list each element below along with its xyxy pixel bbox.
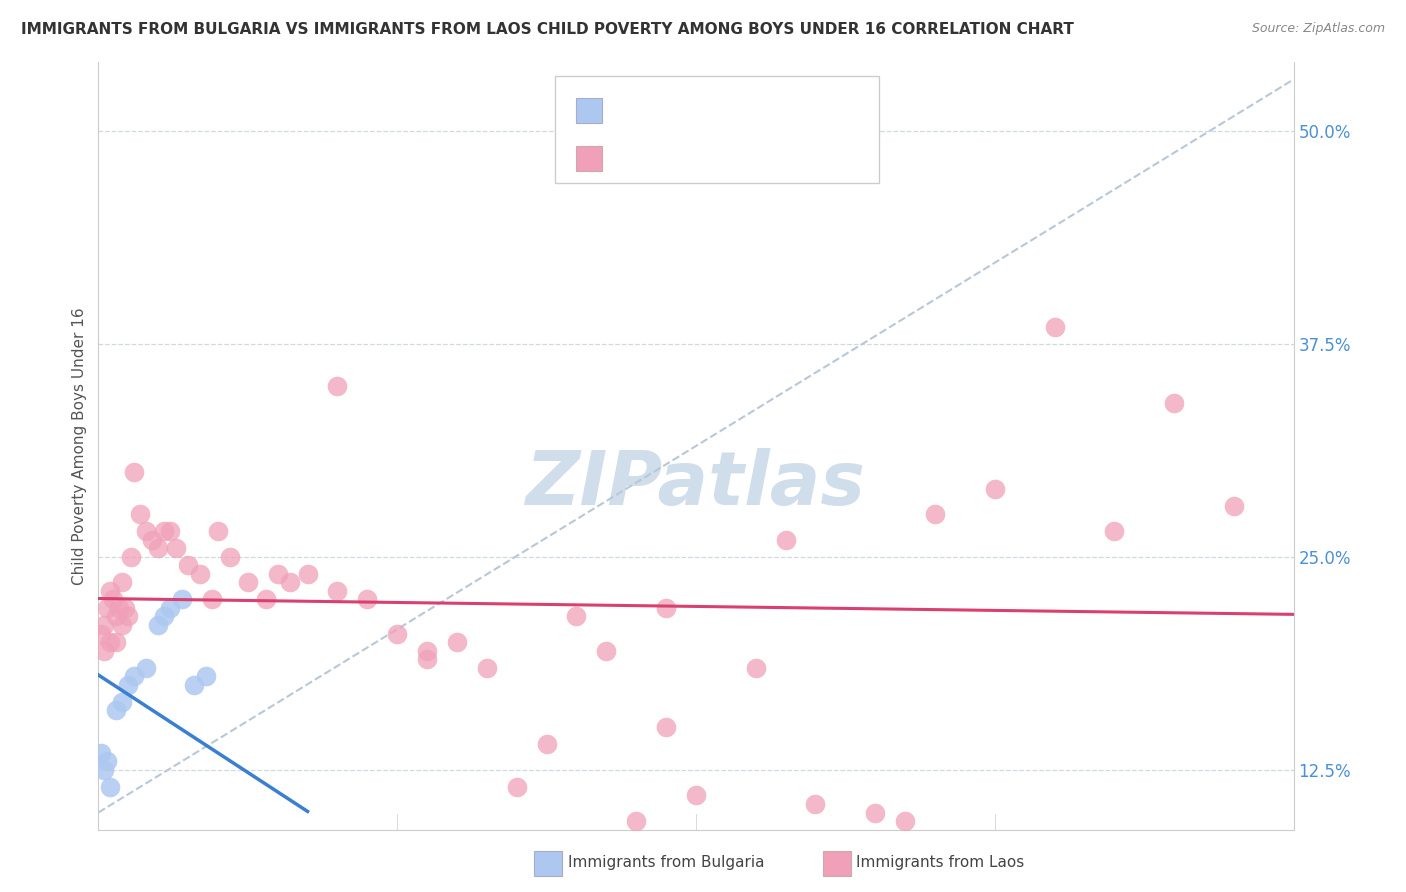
Point — [117, 609, 139, 624]
Point — [655, 720, 678, 734]
Point — [865, 805, 887, 820]
Point — [96, 601, 118, 615]
Point — [267, 566, 290, 581]
Point — [117, 678, 139, 692]
Point — [129, 507, 152, 521]
Y-axis label: Child Poverty Among Boys Under 16: Child Poverty Among Boys Under 16 — [72, 307, 87, 585]
Text: R =: R = — [613, 149, 644, 167]
Text: 18: 18 — [759, 101, 782, 119]
Point — [93, 618, 115, 632]
Point — [103, 592, 125, 607]
Point — [416, 652, 439, 666]
Text: Immigrants from Laos: Immigrants from Laos — [856, 855, 1025, 870]
Point — [148, 618, 170, 632]
Point — [188, 566, 211, 581]
Point — [416, 643, 439, 657]
Point — [745, 660, 768, 674]
Point — [114, 601, 136, 615]
Point — [804, 797, 827, 811]
Point — [267, 865, 290, 880]
Point — [141, 533, 163, 547]
Point — [124, 669, 146, 683]
Point — [201, 592, 224, 607]
Point — [98, 583, 122, 598]
Point — [894, 814, 917, 828]
Point — [111, 575, 134, 590]
Point — [1043, 319, 1066, 334]
Point — [536, 737, 558, 751]
Point — [924, 507, 946, 521]
Point — [153, 524, 176, 539]
Text: Immigrants from Bulgaria: Immigrants from Bulgaria — [568, 855, 765, 870]
Point — [207, 524, 229, 539]
Text: N =: N = — [714, 149, 745, 167]
Point — [385, 626, 409, 640]
Point — [183, 678, 205, 692]
Point — [98, 635, 122, 649]
Point — [98, 780, 122, 794]
Point — [105, 703, 128, 717]
Text: R =: R = — [613, 101, 644, 119]
Point — [565, 609, 588, 624]
Point — [159, 601, 181, 615]
Point — [326, 379, 349, 393]
Point — [159, 524, 181, 539]
Text: 60: 60 — [759, 149, 782, 167]
Point — [135, 660, 157, 674]
Text: 0.197: 0.197 — [658, 149, 710, 167]
Point — [111, 695, 134, 709]
Point — [108, 601, 131, 615]
Point — [172, 592, 194, 607]
Point — [93, 643, 115, 657]
Point — [655, 601, 678, 615]
Point — [1163, 396, 1185, 410]
Point — [195, 669, 218, 683]
Point — [1104, 524, 1126, 539]
Point — [297, 566, 319, 581]
Point — [105, 635, 128, 649]
Point — [236, 575, 259, 590]
Text: IMMIGRANTS FROM BULGARIA VS IMMIGRANTS FROM LAOS CHILD POVERTY AMONG BOYS UNDER : IMMIGRANTS FROM BULGARIA VS IMMIGRANTS F… — [21, 22, 1074, 37]
Point — [111, 618, 134, 632]
Point — [148, 541, 170, 556]
Point — [254, 592, 277, 607]
Point — [165, 541, 187, 556]
Point — [775, 533, 797, 547]
Point — [90, 746, 112, 760]
Point — [124, 465, 146, 479]
Point — [278, 575, 301, 590]
Text: N =: N = — [714, 101, 745, 119]
Point — [356, 592, 378, 607]
Point — [446, 635, 468, 649]
Point — [626, 814, 648, 828]
Point — [105, 609, 128, 624]
Text: ZIPatlas: ZIPatlas — [526, 448, 866, 521]
Point — [475, 660, 498, 674]
Point — [685, 789, 707, 803]
Point — [506, 780, 529, 794]
Point — [93, 763, 115, 777]
Text: 0.438: 0.438 — [658, 101, 710, 119]
Point — [177, 558, 200, 573]
Point — [595, 643, 617, 657]
Point — [1223, 499, 1246, 513]
Point — [90, 626, 112, 640]
Point — [326, 583, 349, 598]
Point — [120, 549, 142, 564]
Point — [96, 755, 118, 769]
Text: Source: ZipAtlas.com: Source: ZipAtlas.com — [1251, 22, 1385, 36]
Point — [153, 609, 176, 624]
Point — [135, 524, 157, 539]
Point — [984, 482, 1007, 496]
Point — [219, 549, 242, 564]
Point — [236, 848, 259, 863]
Point — [297, 882, 319, 892]
